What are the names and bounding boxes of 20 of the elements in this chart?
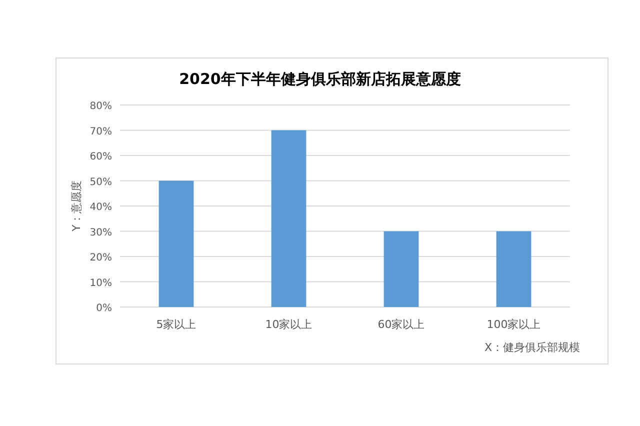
x-tick-label: 100家以上 — [486, 318, 541, 331]
y-tick-label: 30% — [90, 227, 112, 238]
y-tick-label: 70% — [90, 126, 112, 138]
y-tick-label: 40% — [90, 202, 112, 213]
y-axis-title: Y：意愿度 — [70, 180, 83, 232]
y-tick-label: 80% — [90, 101, 112, 112]
y-tick-label: 20% — [90, 252, 112, 264]
x-axis-title: X：健身俱乐部规模 — [484, 341, 580, 354]
bar — [271, 130, 306, 307]
x-tick-label: 60家以上 — [378, 318, 425, 331]
x-tick-label: 5家以上 — [156, 318, 196, 331]
bar — [384, 231, 419, 307]
bar — [496, 231, 532, 307]
bar — [158, 180, 194, 307]
x-tick-label: 10家以上 — [265, 318, 312, 331]
chart-title: 2020年下半年健身俱乐部新店拓展意愿度 — [179, 70, 461, 88]
y-tick-label: 60% — [90, 152, 112, 162]
y-tick-label: 50% — [90, 176, 112, 188]
y-tick-label: 0% — [96, 303, 112, 314]
y-tick-label: 10% — [90, 278, 112, 289]
